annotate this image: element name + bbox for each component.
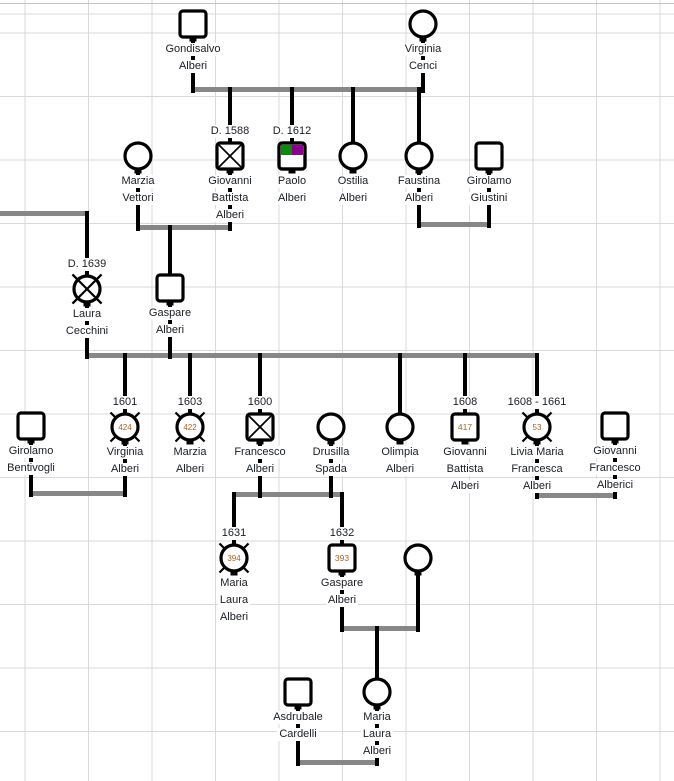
- branch-line-8: [168, 225, 172, 276]
- svg-text:53: 53: [533, 423, 542, 432]
- person-virginia-alberi-name[interactable]: Virginia Alberi: [104, 446, 146, 476]
- branch-line-4: [351, 87, 355, 143]
- person-giovanni-francesco-alberici-name[interactable]: Giovanni Francesco Alberici: [587, 445, 643, 492]
- person-paolo-alberi-name[interactable]: Paolo Alberi: [275, 175, 309, 205]
- person-paolo-alberi-date: D. 1612: [270, 125, 314, 138]
- svg-text:417: 417: [458, 422, 472, 432]
- marriage-bar-7: [535, 493, 617, 498]
- person-francesco-alberi-date: 1600: [245, 396, 275, 409]
- person-maria-laura-alberi-date: 1631: [219, 527, 249, 540]
- person-giovanni-battista-alberi-date: D. 1588: [208, 125, 252, 138]
- marriage-bar-4: [85, 353, 539, 358]
- person-girolamo-bentivogli-name[interactable]: Girolamo Bentivogli: [5, 445, 57, 475]
- marriage-bar-5: [29, 491, 127, 496]
- person-virginia-cenci-name[interactable]: Virginia Cenci: [402, 43, 444, 73]
- person-drusilla-spada-symbol[interactable]: [313, 411, 349, 446]
- person-gaspare-alberi-ii-name[interactable]: Gaspare Alberi: [318, 577, 366, 607]
- marriage-bar-0: [191, 87, 425, 92]
- branch-line-11: [85, 211, 89, 277]
- person-laura-cecchini-symbol[interactable]: [69, 273, 105, 308]
- person-faustina-alberi-name[interactable]: Faustina Alberi: [395, 175, 443, 205]
- branch-line-17: [398, 353, 402, 415]
- person-livia-maria-francesca-alberi-name[interactable]: Livia Maria Francesca Alberi: [508, 446, 566, 493]
- person-girolamo-giustini-name[interactable]: Girolamo Giustini: [464, 175, 514, 205]
- person-marzia-vettori-name[interactable]: Marzia Vettori: [119, 175, 157, 205]
- person-gondisalvo-alberi-name[interactable]: Gondisalvo Alberi: [163, 43, 223, 73]
- person-giovanni-battista-alberi-symbol[interactable]: [212, 140, 248, 175]
- person-faustina-alberi-symbol[interactable]: [401, 140, 437, 175]
- branch-line-5: [417, 87, 421, 143]
- person-drusilla-spada-name[interactable]: Drusilla Spada: [310, 446, 352, 476]
- person-gaspare-alberi-symbol[interactable]: [152, 272, 188, 307]
- person-marzia-alberi-date: 1603: [175, 396, 205, 409]
- person-paolo-alberi-symbol[interactable]: [274, 140, 310, 175]
- svg-text:393: 393: [335, 553, 349, 563]
- person-gaspare-alberi-name[interactable]: Gaspare Alberi: [146, 307, 194, 337]
- branch-line-16: [258, 353, 262, 415]
- svg-text:422: 422: [183, 423, 197, 432]
- person-gondisalvo-alberi-symbol[interactable]: [175, 8, 211, 43]
- marriage-bar-8: [340, 626, 420, 631]
- person-giovanni-battista-alberi-name[interactable]: Giovanni Battista Alberi: [206, 175, 254, 222]
- person-laura-cecchini-name[interactable]: Laura Cecchini: [63, 308, 111, 338]
- person-virginia-cenci-symbol[interactable]: [405, 8, 441, 43]
- person-giovanni-battista-alberi-ii-symbol[interactable]: 417: [447, 411, 483, 446]
- branch-line-30: [375, 626, 379, 680]
- marriage-bar-6: [232, 492, 344, 497]
- svg-text:424: 424: [118, 423, 132, 432]
- branch-line-18: [463, 353, 467, 415]
- person-gaspare-alberi-ii-symbol[interactable]: 393: [324, 542, 360, 577]
- marriage-bar-1: [136, 225, 232, 230]
- marriage-bar-2: [417, 222, 491, 227]
- branch-line-29: [416, 573, 420, 632]
- person-virginia-alberi-date: 1601: [110, 396, 140, 409]
- person-maria-laura-alberi-name[interactable]: Maria Laura Alberi: [217, 577, 251, 624]
- branch-line-2: [228, 87, 232, 144]
- person-livia-maria-francesca-alberi-date: 1608 - 1661: [505, 396, 569, 409]
- person-maria-laura-alberi-ii-symbol[interactable]: [359, 676, 395, 711]
- branch-line-24: [232, 492, 236, 546]
- branch-line-15: [188, 353, 192, 415]
- person-giovanni-battista-alberi-ii-name[interactable]: Giovanni Battista Alberi: [441, 446, 489, 493]
- person-giovanni-battista-alberi-ii-date: 1608: [450, 396, 480, 409]
- person-marzia-alberi-symbol[interactable]: 422: [172, 411, 208, 446]
- person-ostilia-alberi-symbol[interactable]: [335, 140, 371, 175]
- person-marzia-alberi-name[interactable]: Marzia Alberi: [171, 446, 209, 476]
- person-girolamo-giustini-symbol[interactable]: [471, 140, 507, 175]
- person-maria-laura-alberi-symbol[interactable]: 394: [216, 542, 252, 577]
- person-unnamed-wife-symbol[interactable]: [400, 542, 436, 577]
- person-maria-laura-alberi-ii-name[interactable]: Maria Laura Alberi: [360, 711, 394, 758]
- marriage-bar-9: [296, 760, 379, 765]
- person-olimpia-alberi-name[interactable]: Olimpia Alberi: [379, 446, 421, 476]
- branch-line-3: [290, 87, 294, 144]
- person-asdrubale-cardelli-name[interactable]: Asdrubale Cardelli: [271, 711, 325, 741]
- person-laura-cecchini-date: D. 1639: [65, 258, 109, 271]
- branch-line-19: [535, 353, 539, 415]
- branch-line-14: [123, 353, 127, 415]
- person-giovanni-francesco-alberici-symbol[interactable]: [597, 410, 633, 445]
- person-francesco-alberi-symbol[interactable]: [242, 411, 278, 446]
- person-girolamo-bentivogli-symbol[interactable]: [13, 410, 49, 445]
- person-francesco-alberi-name[interactable]: Francesco Alberi: [232, 446, 288, 476]
- person-marzia-vettori-symbol[interactable]: [120, 140, 156, 175]
- marriage-bar-3: [0, 211, 89, 216]
- person-virginia-alberi-symbol[interactable]: 424: [107, 411, 143, 446]
- person-livia-maria-francesca-alberi-symbol[interactable]: 53: [519, 411, 555, 446]
- person-ostilia-alberi-name[interactable]: Ostilia Alberi: [335, 175, 371, 205]
- person-asdrubale-cardelli-symbol[interactable]: [280, 676, 316, 711]
- branch-line-25: [340, 492, 344, 546]
- svg-text:394: 394: [227, 554, 241, 563]
- person-olimpia-alberi-symbol[interactable]: [382, 411, 418, 446]
- person-gaspare-alberi-ii-date: 1632: [327, 527, 357, 540]
